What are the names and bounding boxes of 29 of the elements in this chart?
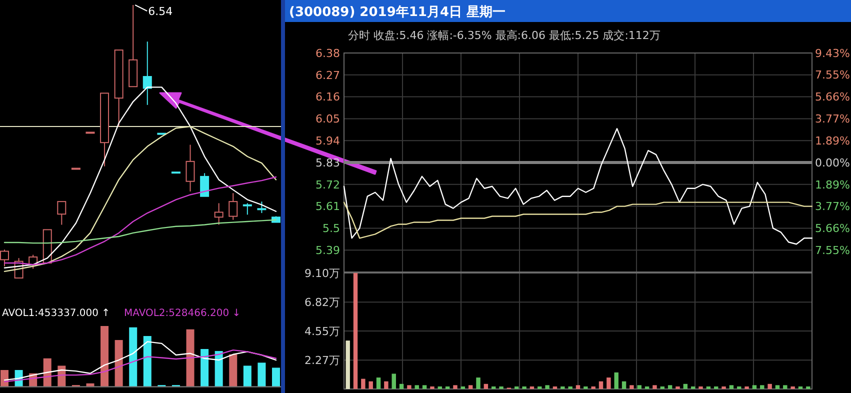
y-tick-label: 6.38 (316, 46, 340, 60)
y2-tick-label: 1.89% (815, 178, 850, 192)
y-tick-label: 6.05 (316, 112, 340, 126)
y-tick-label: 2.27万 (304, 354, 340, 367)
y2-tick-label: 5.66% (815, 222, 850, 236)
text: MAVOL2:528466.200 ↓ (124, 308, 241, 319)
y-tick-label: 5.61 (316, 200, 340, 214)
chart-subtitle: 分时 收盘:5.46 涨幅:-6.35% 最高:6.06 最低:5.25 成交:112万 (348, 29, 660, 42)
chart-title: (300089) 2019年11月4日 星期一 (289, 5, 506, 20)
y-tick-label: 5.83 (316, 156, 340, 170)
y-tick-label: 5.94 (316, 134, 340, 148)
y2-tick-label: 7.55% (815, 244, 850, 258)
y2-tick-label: 9.43% (815, 46, 850, 60)
y2-tick-label: 3.77% (815, 200, 850, 214)
y-tick-label: 5.39 (316, 244, 340, 257)
y-tick-label: 6.82万 (304, 296, 340, 309)
y-tick-label: 9.10万 (304, 266, 340, 280)
y-tick-label: 6.16 (316, 90, 340, 104)
y2-tick-label: 5.66% (815, 90, 850, 104)
y-tick-label: 6.27 (316, 68, 340, 82)
y-tick-label: 5.5 (322, 222, 340, 236)
y2-tick-label: 0.00% (815, 156, 850, 170)
y-tick-label: 5.72 (316, 178, 340, 192)
text: AVOL1:453337.000 ↑ (2, 308, 110, 319)
y2-tick-label: 7.55% (815, 68, 850, 82)
y-tick-label: 4.55万 (304, 324, 340, 338)
annotation: 6.54 (148, 5, 173, 18)
y2-tick-label: 1.89% (815, 134, 850, 148)
y2-tick-label: 3.77% (815, 112, 850, 126)
